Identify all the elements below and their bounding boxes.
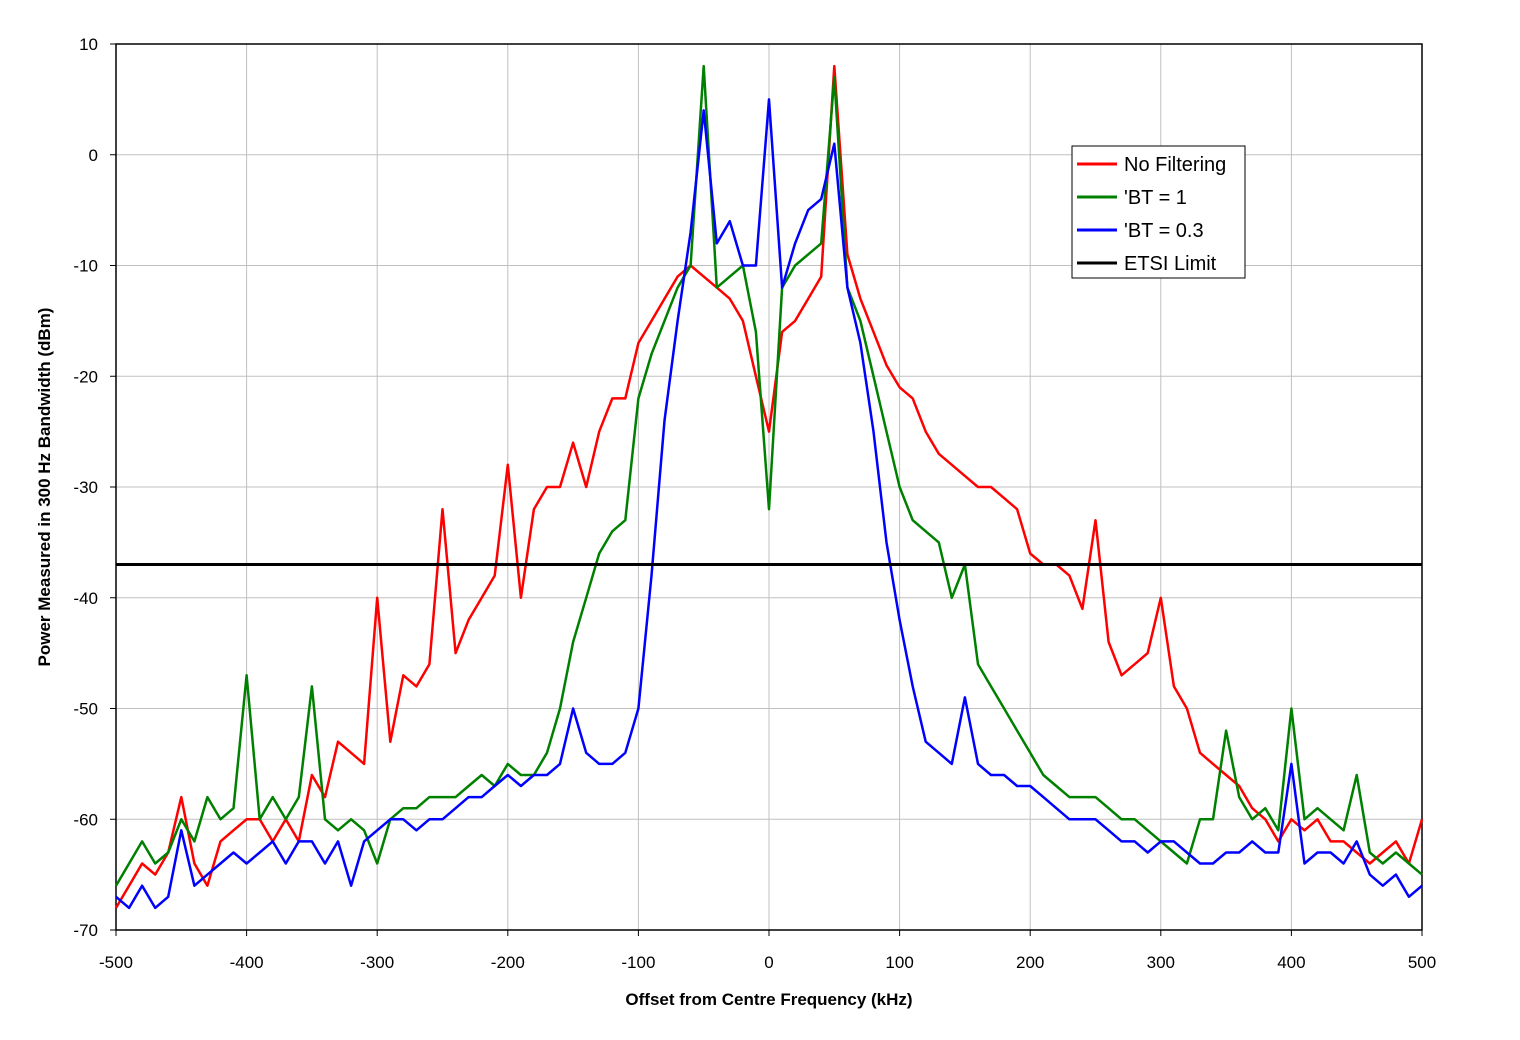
x-tick-label: 300 — [1147, 953, 1175, 972]
x-tick-label: 200 — [1016, 953, 1044, 972]
series-line-no-filtering — [114, 64, 1424, 909]
legend-label-bt-1: 'BT = 1 — [1124, 187, 1187, 209]
legend-box — [1071, 145, 1246, 279]
y-tick-label: 0 — [89, 146, 98, 165]
x-tick-label: 500 — [1408, 953, 1436, 972]
y-tick-label: -30 — [73, 478, 98, 497]
legend: No Filtering 'BT = 1 'BT = 0.3 ETSI Limit — [1071, 145, 1246, 279]
legend-label-etsi-limit: ETSI Limit — [1124, 253, 1217, 275]
x-tick-label: -300 — [360, 953, 394, 972]
x-tick-label: -100 — [621, 953, 655, 972]
y-tick-label: -20 — [73, 367, 98, 386]
x-tick-label: 100 — [885, 953, 913, 972]
y-tick-label: -60 — [73, 810, 98, 829]
y-axis-ticks: 10 0 -10 -20 -30 -40 -50 -60 -70 — [73, 35, 116, 940]
x-tick-label: 0 — [764, 953, 773, 972]
x-tick-label: 400 — [1277, 953, 1305, 972]
y-axis-title: Power Measured in 300 Hz Bandwidth (dBm) — [35, 308, 54, 667]
y-tick-label: -50 — [73, 700, 98, 719]
series-line-bt-1 — [114, 64, 1423, 887]
y-tick-label: -70 — [73, 921, 98, 940]
x-tick-label: -400 — [230, 953, 264, 972]
x-tick-label: -200 — [491, 953, 525, 972]
x-axis-title: Offset from Centre Frequency (kHz) — [625, 990, 912, 1009]
legend-label-bt-0-3: 'BT = 0.3 — [1124, 220, 1204, 242]
y-tick-label: 10 — [79, 35, 98, 54]
y-tick-label: -10 — [73, 257, 98, 276]
x-tick-label: -500 — [99, 953, 133, 972]
series-line-bt-0-3 — [115, 98, 1423, 910]
x-axis-ticks: -500 -400 -300 -200 -100 0 100 200 300 400 500 — [99, 930, 1436, 972]
legend-label-no-filtering: No Filtering — [1124, 154, 1226, 176]
series-layer — [114, 64, 1424, 910]
y-tick-label: -40 — [73, 589, 98, 608]
